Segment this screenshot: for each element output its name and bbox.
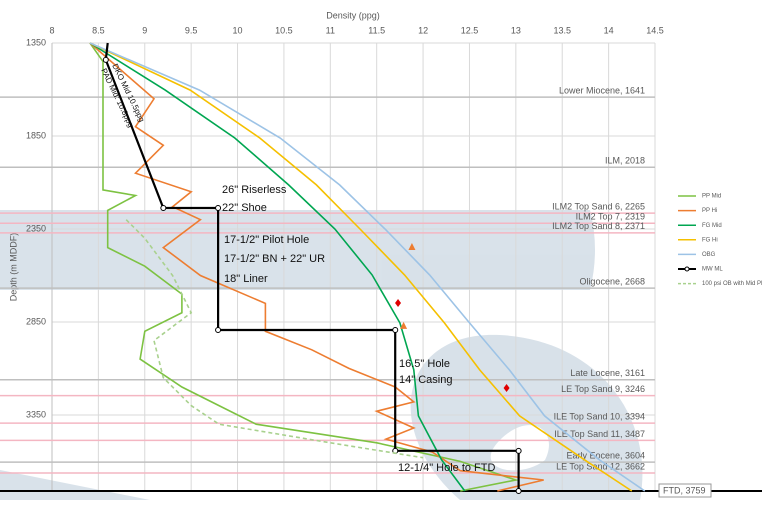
x-tick-label: 12.5	[461, 25, 479, 35]
point-marker	[503, 383, 510, 392]
x-tick-label: 14	[604, 25, 614, 35]
formation-top-label: ILM2 Top 7, 2319	[576, 212, 645, 222]
legend-label: OBG	[702, 252, 716, 258]
x-tick-label: 14.5	[646, 25, 664, 35]
series-line	[89, 42, 633, 492]
legend-label: 100 psi OB with Mid PP	[702, 281, 762, 287]
point-marker	[400, 321, 408, 329]
x-tick-label: 8	[49, 25, 54, 35]
formation-top-label: LE Top Sand 9, 3246	[561, 384, 645, 394]
x-axis-title: Density (ppg)	[326, 10, 380, 20]
series-marker	[160, 204, 167, 211]
y-tick-label: 3350	[26, 409, 46, 419]
x-tick-label: 10	[233, 25, 243, 35]
annotation: 16.5" Hole	[399, 358, 450, 370]
y-tick-label: 2350	[26, 223, 46, 233]
x-tick-label: 11.5	[368, 25, 385, 35]
point-marker	[408, 243, 416, 251]
formation-top-label: ILM, 2018	[605, 156, 645, 166]
series-line	[89, 42, 544, 492]
series-line	[89, 42, 466, 492]
ftd-label-box	[658, 483, 712, 498]
annotation: 18" Liner	[224, 273, 268, 285]
legend-marker	[684, 266, 690, 272]
series-marker	[102, 56, 109, 63]
series-marker	[215, 326, 222, 333]
annotation: 17-1/2" Pilot Hole	[224, 234, 309, 246]
x-tick-label: 8.5	[92, 25, 105, 35]
formation-top-label: Oligocene, 2668	[579, 276, 645, 286]
legend-label: MW ML	[702, 267, 723, 273]
series-line	[125, 219, 424, 459]
x-tick-label: 13.5	[553, 25, 571, 35]
point-marker	[395, 298, 402, 307]
formation-top-label: Late Locene, 3161	[570, 368, 645, 378]
formation-top-label: ILM2 Top Sand 8, 2371	[552, 221, 645, 231]
annotation: 12-1/4" Hole to FTD	[398, 462, 495, 474]
y-tick-label: 1850	[26, 130, 46, 140]
formation-top-label: ILE Top Sand 11, 3487	[554, 429, 645, 439]
annotation: 22" Shoe	[222, 202, 267, 214]
watermark-band	[0, 210, 595, 290]
annotation: 14" Casing	[399, 374, 452, 386]
formation-top-label: Lower Miocene, 1641	[559, 85, 645, 95]
series-marker	[392, 326, 399, 333]
formation-top-label: ILM2 Top Sand 6, 2265	[552, 202, 645, 212]
y-axis-title: Depth (m MDDF)	[8, 233, 18, 302]
series-marker	[215, 204, 222, 211]
formation-top-label: LE Top Sand 12, 3662	[556, 461, 645, 471]
x-tick-label: 13	[511, 25, 521, 35]
formation-top-label: ILE Top Sand 10, 3394	[554, 411, 645, 421]
legend-label: FG Mid	[702, 223, 722, 229]
formation-top-label: FTD, 3759	[663, 485, 706, 495]
legend-label: PP Hi	[702, 208, 717, 214]
formation-top-label: Early Eocene, 3604	[566, 451, 645, 461]
series-marker	[515, 488, 522, 494]
series-line	[89, 42, 519, 492]
y-tick-label: 2850	[26, 316, 46, 326]
legend-label: PP Mid	[702, 194, 721, 200]
y-tick-label: 1350	[26, 37, 46, 47]
x-tick-label: 9	[142, 25, 147, 35]
x-tick-label: 12	[418, 25, 428, 35]
series-line	[89, 42, 646, 492]
x-tick-label: 11	[326, 25, 335, 35]
x-tick-label: 9.5	[185, 25, 198, 35]
x-tick-label: 10.5	[275, 25, 293, 35]
watermark-corner	[0, 470, 150, 500]
legend-label: FG Hi	[702, 237, 718, 243]
annotation: 26" Riserless	[222, 184, 287, 196]
annotation: 17-1/2" BN + 22" UR	[224, 253, 325, 265]
watermark-swirl	[410, 334, 643, 500]
series-marker	[515, 447, 522, 454]
